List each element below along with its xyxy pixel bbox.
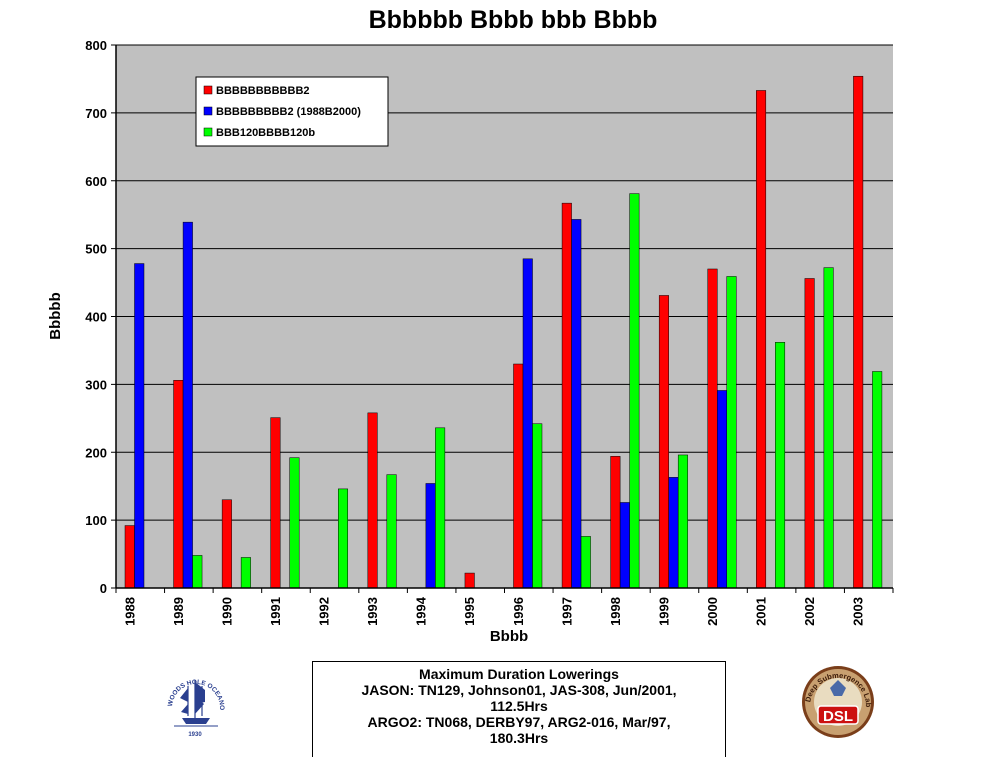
info-line-jason: JASON: TN129, Johnson01, JAS-308, Jun/20… <box>361 682 677 698</box>
bar <box>240 557 251 589</box>
y-tick-labels: 0 100 200 300 400 500 600 700 800 <box>85 38 107 596</box>
y-tick-label: 100 <box>85 513 107 528</box>
bar <box>580 536 591 589</box>
bar <box>124 525 135 589</box>
bar <box>338 488 348 589</box>
info-heading: Maximum Duration Lowerings <box>419 666 619 682</box>
bar <box>629 193 640 589</box>
bar <box>182 221 193 589</box>
y-tick-label: 700 <box>85 106 107 121</box>
bar <box>677 454 688 589</box>
whoi-ship-seal-icon: WOODS HOLE OCEANOGRAPHIC INSTITUTION 193… <box>160 660 225 738</box>
x-tick-label: 1994 <box>414 596 429 626</box>
x-tick-label: 1995 <box>462 597 477 626</box>
bar <box>173 380 184 589</box>
bar <box>386 474 397 589</box>
bar <box>872 371 883 589</box>
bar <box>668 477 679 589</box>
x-axis-label: Bbbb <box>490 628 528 645</box>
axes <box>111 44 894 593</box>
bar <box>425 483 436 589</box>
bar <box>571 219 582 589</box>
bar <box>367 412 378 589</box>
bar <box>435 427 446 589</box>
bar <box>134 263 145 589</box>
legend-label: BBBBBBBBB2 (1988B2000) <box>216 106 361 118</box>
x-tick-label: 1989 <box>171 597 186 626</box>
bar <box>804 278 815 589</box>
x-tick-label: 2000 <box>705 597 720 626</box>
legend: BBBBBBBBBBB2 BBBBBBBBB2 (1988B2000) BBB120… <box>195 76 389 147</box>
x-tick-label: 1993 <box>365 597 380 626</box>
y-tick-label: 600 <box>85 174 107 189</box>
bar <box>775 342 786 589</box>
bar <box>270 417 281 589</box>
legend-swatch <box>203 85 213 95</box>
legend-swatch <box>203 127 213 137</box>
bar <box>513 363 524 589</box>
x-tick-label: 1991 <box>268 597 283 626</box>
x-tick-label: 1999 <box>656 597 671 626</box>
bar <box>561 202 572 589</box>
x-tick-label: 2002 <box>802 597 817 626</box>
bar <box>192 555 203 589</box>
bar-chart: Bbbbbb Bbbb bbb Bbbb 0 100 200 300 400 500 600… <box>47 6 894 645</box>
bar <box>823 267 834 589</box>
x-tick-labels: 1988 1989 1990 1991 1992 1993 1994 1995 1996 1997… <box>122 596 865 626</box>
bar <box>532 423 543 589</box>
x-tick-label: 1992 <box>317 597 332 626</box>
info-line-argo2: ARGO2: TN068, DERBY97, ARG2-016, Mar/97, <box>367 714 671 730</box>
x-tick-label: 1996 <box>511 597 526 626</box>
info-line-jason-hours: 112.5Hrs <box>490 698 548 714</box>
chart-title: Bbbbbb Bbbb bbb Bbbb <box>369 6 658 34</box>
bars <box>124 75 883 589</box>
x-tick-label: 2001 <box>754 597 769 626</box>
bar <box>658 295 669 589</box>
bar <box>707 268 718 589</box>
bar <box>522 258 533 589</box>
bar <box>619 502 630 589</box>
bar <box>726 276 737 589</box>
x-tick-label: 2003 <box>851 597 866 626</box>
y-tick-label: 0 <box>100 581 107 596</box>
info-line-argo2-hours: 180.3Hrs <box>489 730 549 746</box>
max-duration-info-box: Maximum Duration Lowerings JASON: TN129,… <box>312 661 726 757</box>
bar <box>610 456 621 589</box>
legend-label: BBB120BBBB120b <box>216 127 315 139</box>
svg-text:1930: 1930 <box>188 732 202 738</box>
svg-text:DSL: DSL <box>823 708 853 725</box>
y-tick-label: 800 <box>85 38 107 53</box>
y-tick-label: 200 <box>85 445 107 460</box>
dsl-badge-icon: Deep Submergence Laboratory DSL <box>800 662 874 738</box>
x-tick-label: 1998 <box>608 597 623 626</box>
svg-text:WOODS HOLE OCEANOGRAPHIC INSTI: WOODS HOLE OCEANOGRAPHIC INSTITUTION <box>160 660 225 710</box>
bar <box>756 90 767 589</box>
y-tick-label: 500 <box>85 242 107 257</box>
legend-label: BBBBBBBBBBB2 <box>216 85 310 97</box>
bar <box>221 499 232 589</box>
bar <box>717 390 727 589</box>
bar <box>289 457 300 589</box>
y-axis-label: Bbbbb <box>47 292 64 339</box>
x-tick-label: 1988 <box>122 597 137 626</box>
bar <box>853 75 864 589</box>
x-tick-label: 1990 <box>219 597 234 626</box>
legend-swatch <box>203 106 213 116</box>
y-tick-label: 400 <box>85 310 107 325</box>
y-tick-label: 300 <box>85 377 107 392</box>
bar <box>464 572 475 589</box>
legend-box <box>195 76 389 147</box>
x-tick-label: 1997 <box>559 597 574 626</box>
